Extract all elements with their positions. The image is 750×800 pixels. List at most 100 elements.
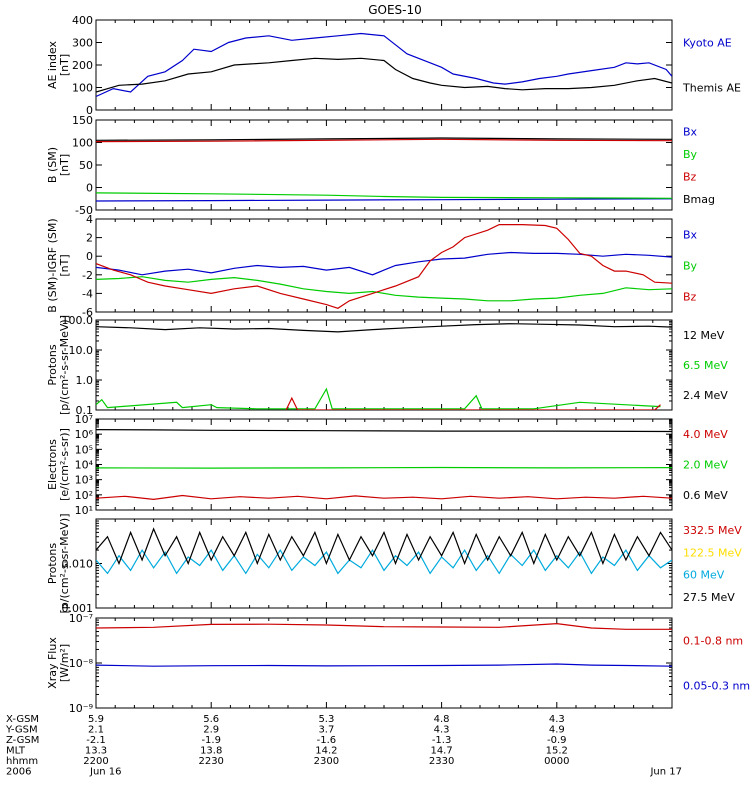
y-tick-label: -4 [82,287,93,300]
series-line [96,429,672,433]
y-tick-label: 10⁴ [75,459,94,472]
legend-entry: Bmag [683,193,715,206]
ephemeris-value: 2230 [198,756,223,767]
y-tick-label: 50 [79,159,93,172]
y-axis-label: [W/m²] [58,644,71,682]
ephemeris-row-label: X-GSM [6,714,39,725]
ephemeris-value: Jun 17 [649,767,682,778]
panel-7: 10⁻⁹ 10⁻⁸ 10⁻⁷ Xray Flux [W/m²] 0.1-0.8 nm 0.0… [46,612,750,715]
y-tick-label: 10⁷ [75,413,93,426]
ephemeris-value: 5.9 [88,714,104,725]
y-axis-label: [nT] [58,254,71,276]
series-line [96,224,672,309]
y-tick-label: 10.0 [69,344,94,357]
legend-entry: Bx [683,125,698,138]
y-axis-label: [e/(cm²-s-sr)] [58,428,71,501]
series-line [96,494,672,501]
plot-frame [95,319,673,411]
y-axis-label: B (SM) [46,147,59,183]
ephemeris-value: -1.6 [317,735,337,746]
ephemeris-value: 14.2 [315,746,337,757]
y-tick-label: 10³ [75,474,93,487]
ephemeris-value: 2200 [83,756,108,767]
y-axis-label: Xray Flux [46,637,59,689]
legend-entry: 60 MeV [683,569,725,582]
series-line [96,137,672,141]
ephemeris-value: 2330 [429,756,454,767]
series-line [96,276,672,302]
y-tick-label: 4 [86,213,93,226]
y-tick-label: 0.001 [62,602,94,615]
ephemeris-value: -2.1 [86,735,106,746]
plot-frame [95,218,673,313]
ephemeris-value: 4.3 [434,725,450,736]
y-axis-label: AE index [46,40,59,89]
legend-entry: 332.5 MeV [683,524,742,537]
legend-entry: 12 MeV [683,329,725,342]
ephemeris-value: -0.9 [547,735,567,746]
y-axis-label: [p/(cm²-s-sr-MeV)] [58,315,71,415]
panel-4: 0.1 1.0 10.0 100.0 Protons [p/(cm²-s-sr-MeV)]… [46,314,728,417]
series-line [96,622,672,630]
legend-entry: Kyoto AE [683,37,732,50]
ephemeris-value: 4.3 [549,714,565,725]
y-tick-label: -6 [82,306,93,319]
ephemeris-value: 14.7 [430,746,452,757]
legend-entry: By [683,148,698,161]
y-axis-label: Protons [46,543,59,584]
ephemeris-value: 13.3 [85,746,107,757]
y-tick-label: 400 [72,14,93,27]
series-line [96,663,672,667]
y-axis-label: B (SM)-IGRF (SM) [46,218,59,312]
y-tick-label: 10⁻⁹ [69,702,93,715]
series-line [96,138,672,143]
legend-entry: 27.5 MeV [683,591,735,604]
y-tick-label: 150 [72,114,93,127]
series-line [96,198,672,202]
series-line [96,527,672,566]
y-tick-label: 100 [72,137,93,150]
y-tick-label: 0 [86,182,93,195]
y-tick-label: 10⁶ [75,428,94,441]
y-tick-label: -2 [82,269,93,282]
y-tick-label: 100 [72,82,93,95]
series-line [96,466,672,469]
y-tick-label: -50 [75,204,93,217]
panel-5: 10¹ 10² 10³ 10⁴ 10⁵ 10⁶ 10⁷ Electrons [e/(cm²-s-… [46,413,728,517]
ephemeris-value: 0000 [544,756,569,767]
ephemeris-value: -1.3 [432,735,452,746]
legend-entry: 6.5 MeV [683,359,728,372]
legend-entry: Bz [683,170,697,183]
y-tick-label: 10⁻⁷ [69,612,93,625]
chart-title: GOES-10 [368,3,422,17]
y-tick-label: 200 [72,59,93,72]
legend-entry: 4.0 MeV [683,428,728,441]
y-tick-label: 10⁵ [75,443,93,456]
series-line [96,251,672,276]
y-tick-label: 300 [72,37,93,50]
series-line [96,32,672,98]
series-line [96,548,672,575]
y-axis-label: [nT] [58,154,71,176]
legend-entry: 0.1-0.8 nm [683,635,743,648]
panel-3: -6 -4 -2 0 2 4 B (SM)-IGRF (SM) [nT] Bx By Bz [46,213,698,319]
ephemeris-value: 4.8 [434,714,450,725]
ephemeris-value: 5.3 [318,714,334,725]
ephemeris-row-label: Z-GSM [6,735,39,746]
series-line [96,192,672,199]
ephemeris-value: 2300 [314,756,339,767]
legend-entry: 2.4 MeV [683,389,728,402]
y-axis-label: Protons [46,344,59,385]
y-tick-label: 10⁻⁸ [69,657,94,670]
ephemeris-value: 13.8 [200,746,222,757]
legend-entry: 122.5 MeV [683,546,742,559]
y-tick-label: 10¹ [75,504,93,517]
plot-frame [95,418,673,511]
plot-frame [95,617,673,709]
ephemeris-row-label: hhmm [6,756,38,767]
y-axis-label: [p/(cm²-s-sr-MeV)] [58,514,71,614]
ephemeris-row-label: 2006 [6,767,31,778]
ephemeris-value: Jun 16 [89,767,122,778]
panel-1: 0 100 200 300 400 AE index [nT] Kyoto AE Themis … [46,14,741,117]
